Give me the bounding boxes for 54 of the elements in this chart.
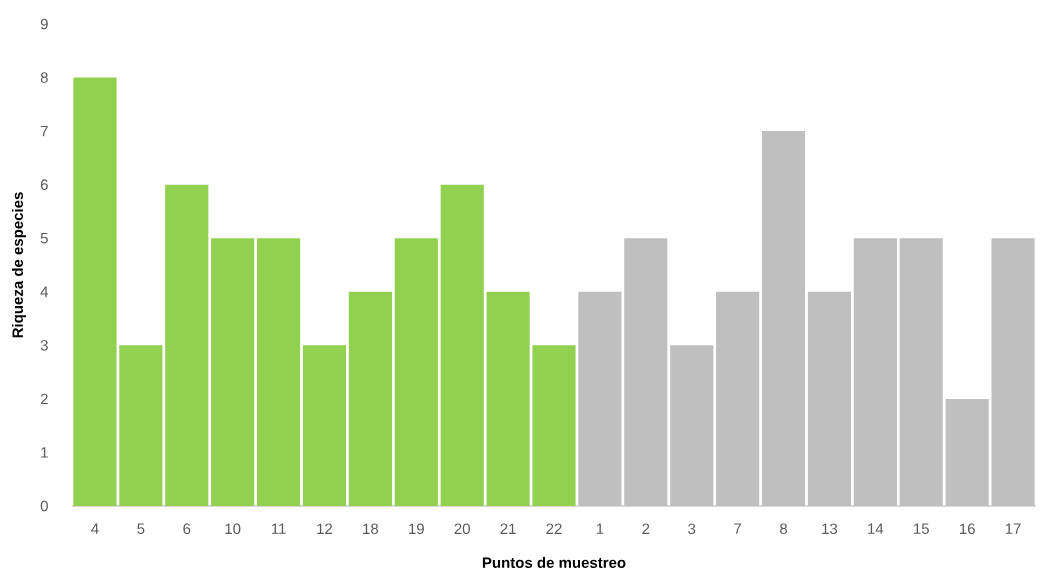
y-tick-label: 7: [40, 125, 48, 137]
bar: [578, 291, 622, 506]
y-tick-label: 6: [40, 179, 48, 190]
x-tick-label: 8: [780, 523, 788, 535]
bar: [165, 184, 209, 506]
bar: [394, 238, 438, 506]
x-axis-title: Puntos de muestreo: [482, 556, 626, 568]
bar: [532, 345, 576, 506]
y-tick-label: 0: [40, 500, 48, 512]
bar: [486, 291, 530, 506]
y-tick-label: 8: [40, 72, 48, 83]
bar: [853, 238, 897, 506]
bar: [945, 398, 989, 506]
y-tick-label: 5: [40, 232, 48, 244]
y-tick-label: 1: [41, 447, 48, 458]
x-tick-label: 3: [688, 523, 696, 535]
x-tick-label: 13: [822, 523, 838, 535]
x-tick-label: 4: [91, 523, 99, 534]
x-tick-label: 20: [454, 523, 470, 535]
bar: [73, 77, 117, 506]
x-tick-label: 2: [642, 523, 650, 534]
bar: [119, 345, 163, 506]
bar: [899, 238, 943, 506]
bar: [211, 238, 255, 506]
bar: [348, 291, 392, 506]
bar: [624, 238, 668, 506]
bar: [670, 345, 714, 506]
x-tick-label: 22: [546, 523, 562, 534]
y-tick-label: 3: [40, 340, 48, 351]
x-tick-label: 12: [317, 523, 333, 534]
x-tick-label: 11: [271, 523, 286, 534]
x-tick-label: 21: [500, 523, 516, 534]
x-tick-label: 19: [409, 523, 424, 535]
x-tick-label: 5: [137, 523, 145, 534]
x-tick-label: 10: [225, 523, 241, 535]
x-tick-label: 6: [183, 523, 191, 535]
x-tick-label: 7: [734, 523, 742, 534]
x-tick-label: 16: [959, 523, 975, 535]
bar: [716, 291, 760, 506]
y-axis-title: Riqueza de especies: [12, 192, 26, 338]
x-tick-label: 15: [914, 523, 929, 534]
x-tick-label: 17: [1005, 523, 1021, 534]
x-tick-label: 1: [596, 523, 604, 534]
bar: [257, 238, 301, 506]
y-tick-label: 4: [40, 286, 49, 297]
bar: [991, 238, 1035, 506]
x-tick-label: 14: [868, 523, 884, 534]
bar: [761, 131, 806, 506]
bar: [302, 345, 347, 506]
y-tick-label: 2: [40, 393, 48, 405]
x-tick-label: 18: [363, 523, 379, 535]
bar: [807, 291, 852, 506]
y-tick-label: 9: [40, 18, 48, 30]
bar: [440, 184, 484, 506]
